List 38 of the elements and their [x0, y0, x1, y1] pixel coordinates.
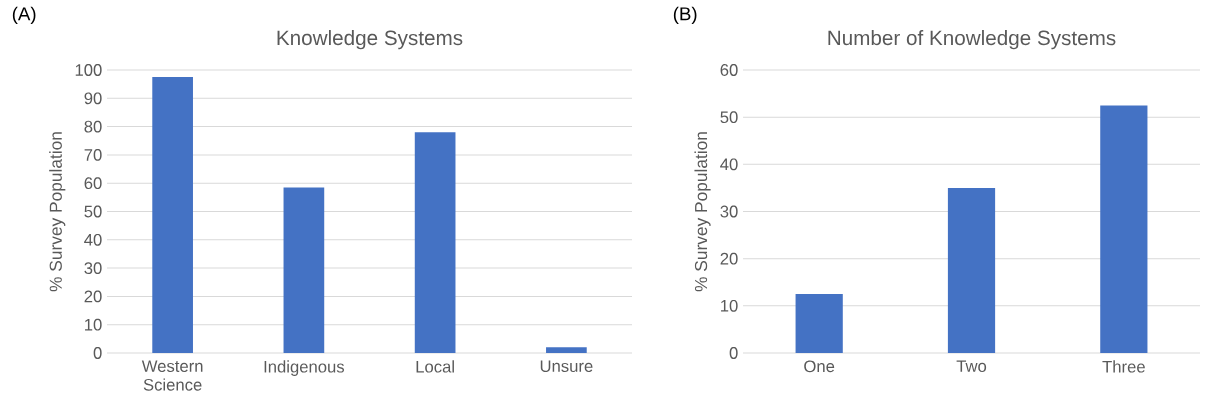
x-tick-label: Indigenous	[264, 360, 345, 376]
y-tick-label: 20	[84, 290, 102, 303]
text: (B)	[673, 6, 697, 25]
y-tick-label: 0	[93, 347, 102, 359]
y-tick-label: 20	[720, 252, 738, 265]
chart-title: Knowledge Systems	[277, 30, 463, 50]
chart-title: Number of Knowledge Systems	[828, 30, 1116, 50]
x-tick-label: Two	[956, 360, 987, 373]
y-axis-title: % Survey Population	[694, 132, 711, 292]
y-tick-label: 50	[720, 111, 738, 124]
y-tick-label: 0	[729, 347, 738, 359]
y-tick-label: 10	[721, 299, 738, 312]
x-tick-label: Local	[416, 360, 454, 373]
bar	[283, 187, 325, 353]
y-axis-title: % Survey Population	[49, 132, 66, 292]
bar	[947, 187, 996, 353]
x-tick-label: One	[804, 360, 835, 373]
y-tick-label: 60	[84, 177, 102, 190]
y-tick-label: 50	[84, 205, 102, 218]
bar	[546, 347, 587, 353]
x-tick-label: Unsure	[540, 360, 593, 373]
x-tick-label: Western Science	[141, 360, 203, 391]
bar	[1100, 105, 1148, 353]
y-tick-label: 60	[720, 64, 738, 76]
y-tick-label: 90	[84, 92, 102, 105]
y-tick-label: 70	[84, 149, 102, 161]
text: (A)	[12, 6, 36, 25]
y-tick-label: 80	[84, 120, 102, 133]
y-tick-label: 40	[84, 233, 102, 246]
y-tick-label: 30	[84, 262, 102, 274]
y-tick-label: 30	[720, 205, 738, 218]
y-tick-label: 40	[720, 158, 738, 171]
y-tick-label: 100	[75, 64, 102, 76]
y-tick-label: 10	[85, 318, 102, 331]
bar	[152, 77, 193, 353]
x-tick-label: Three	[1102, 360, 1145, 373]
bar	[414, 132, 456, 353]
bar	[795, 294, 843, 353]
